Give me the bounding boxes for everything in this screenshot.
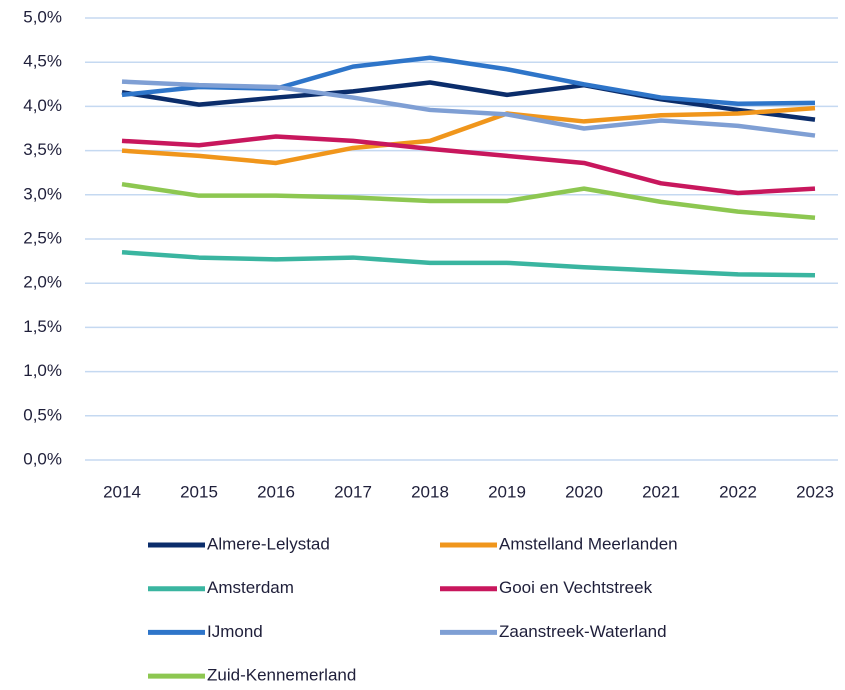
series-line	[121, 79, 816, 138]
series-line	[121, 55, 816, 106]
x-tick-label: 2019	[488, 482, 526, 501]
y-tick-label: 1,0%	[23, 361, 62, 380]
legend-label: Almere-Lelystad	[207, 534, 330, 553]
x-tick-label: 2022	[719, 482, 757, 501]
y-tick-label: 3,0%	[23, 184, 62, 203]
series-line	[121, 80, 816, 122]
y-tick-label: 5,0%	[23, 7, 62, 26]
y-tick-label: 0,0%	[23, 449, 62, 468]
legend-label: Gooi en Vechtstreek	[499, 578, 653, 597]
x-tick-label: 2020	[565, 482, 603, 501]
x-tick-label: 2023	[796, 482, 834, 501]
legend-label: IJmond	[207, 622, 263, 641]
x-tick-label: 2014	[103, 482, 141, 501]
series-line	[121, 105, 816, 166]
series-line	[121, 181, 816, 221]
y-tick-label: 0,5%	[23, 405, 62, 424]
x-tick-label: 2016	[257, 482, 295, 501]
x-tick-label: 2018	[411, 482, 449, 501]
legend-label: Zaanstreek-Waterland	[499, 622, 667, 641]
y-tick-label: 2,0%	[23, 273, 62, 292]
x-tick-label: 2021	[642, 482, 680, 501]
x-tick-label: 2015	[180, 482, 218, 501]
y-tick-label: 2,5%	[23, 228, 62, 247]
series-line	[121, 250, 816, 278]
series-line	[121, 134, 816, 196]
x-tick-label: 2017	[334, 482, 372, 501]
y-tick-label: 1,5%	[23, 317, 62, 336]
legend-label: Amsterdam	[207, 578, 294, 597]
legend-label: Amstelland Meerlanden	[499, 534, 678, 553]
legend-label: Zuid-Kennemerland	[207, 666, 356, 685]
y-tick-label: 4,5%	[23, 52, 62, 71]
y-tick-label: 3,5%	[23, 140, 62, 159]
y-tick-label: 4,0%	[23, 96, 62, 115]
